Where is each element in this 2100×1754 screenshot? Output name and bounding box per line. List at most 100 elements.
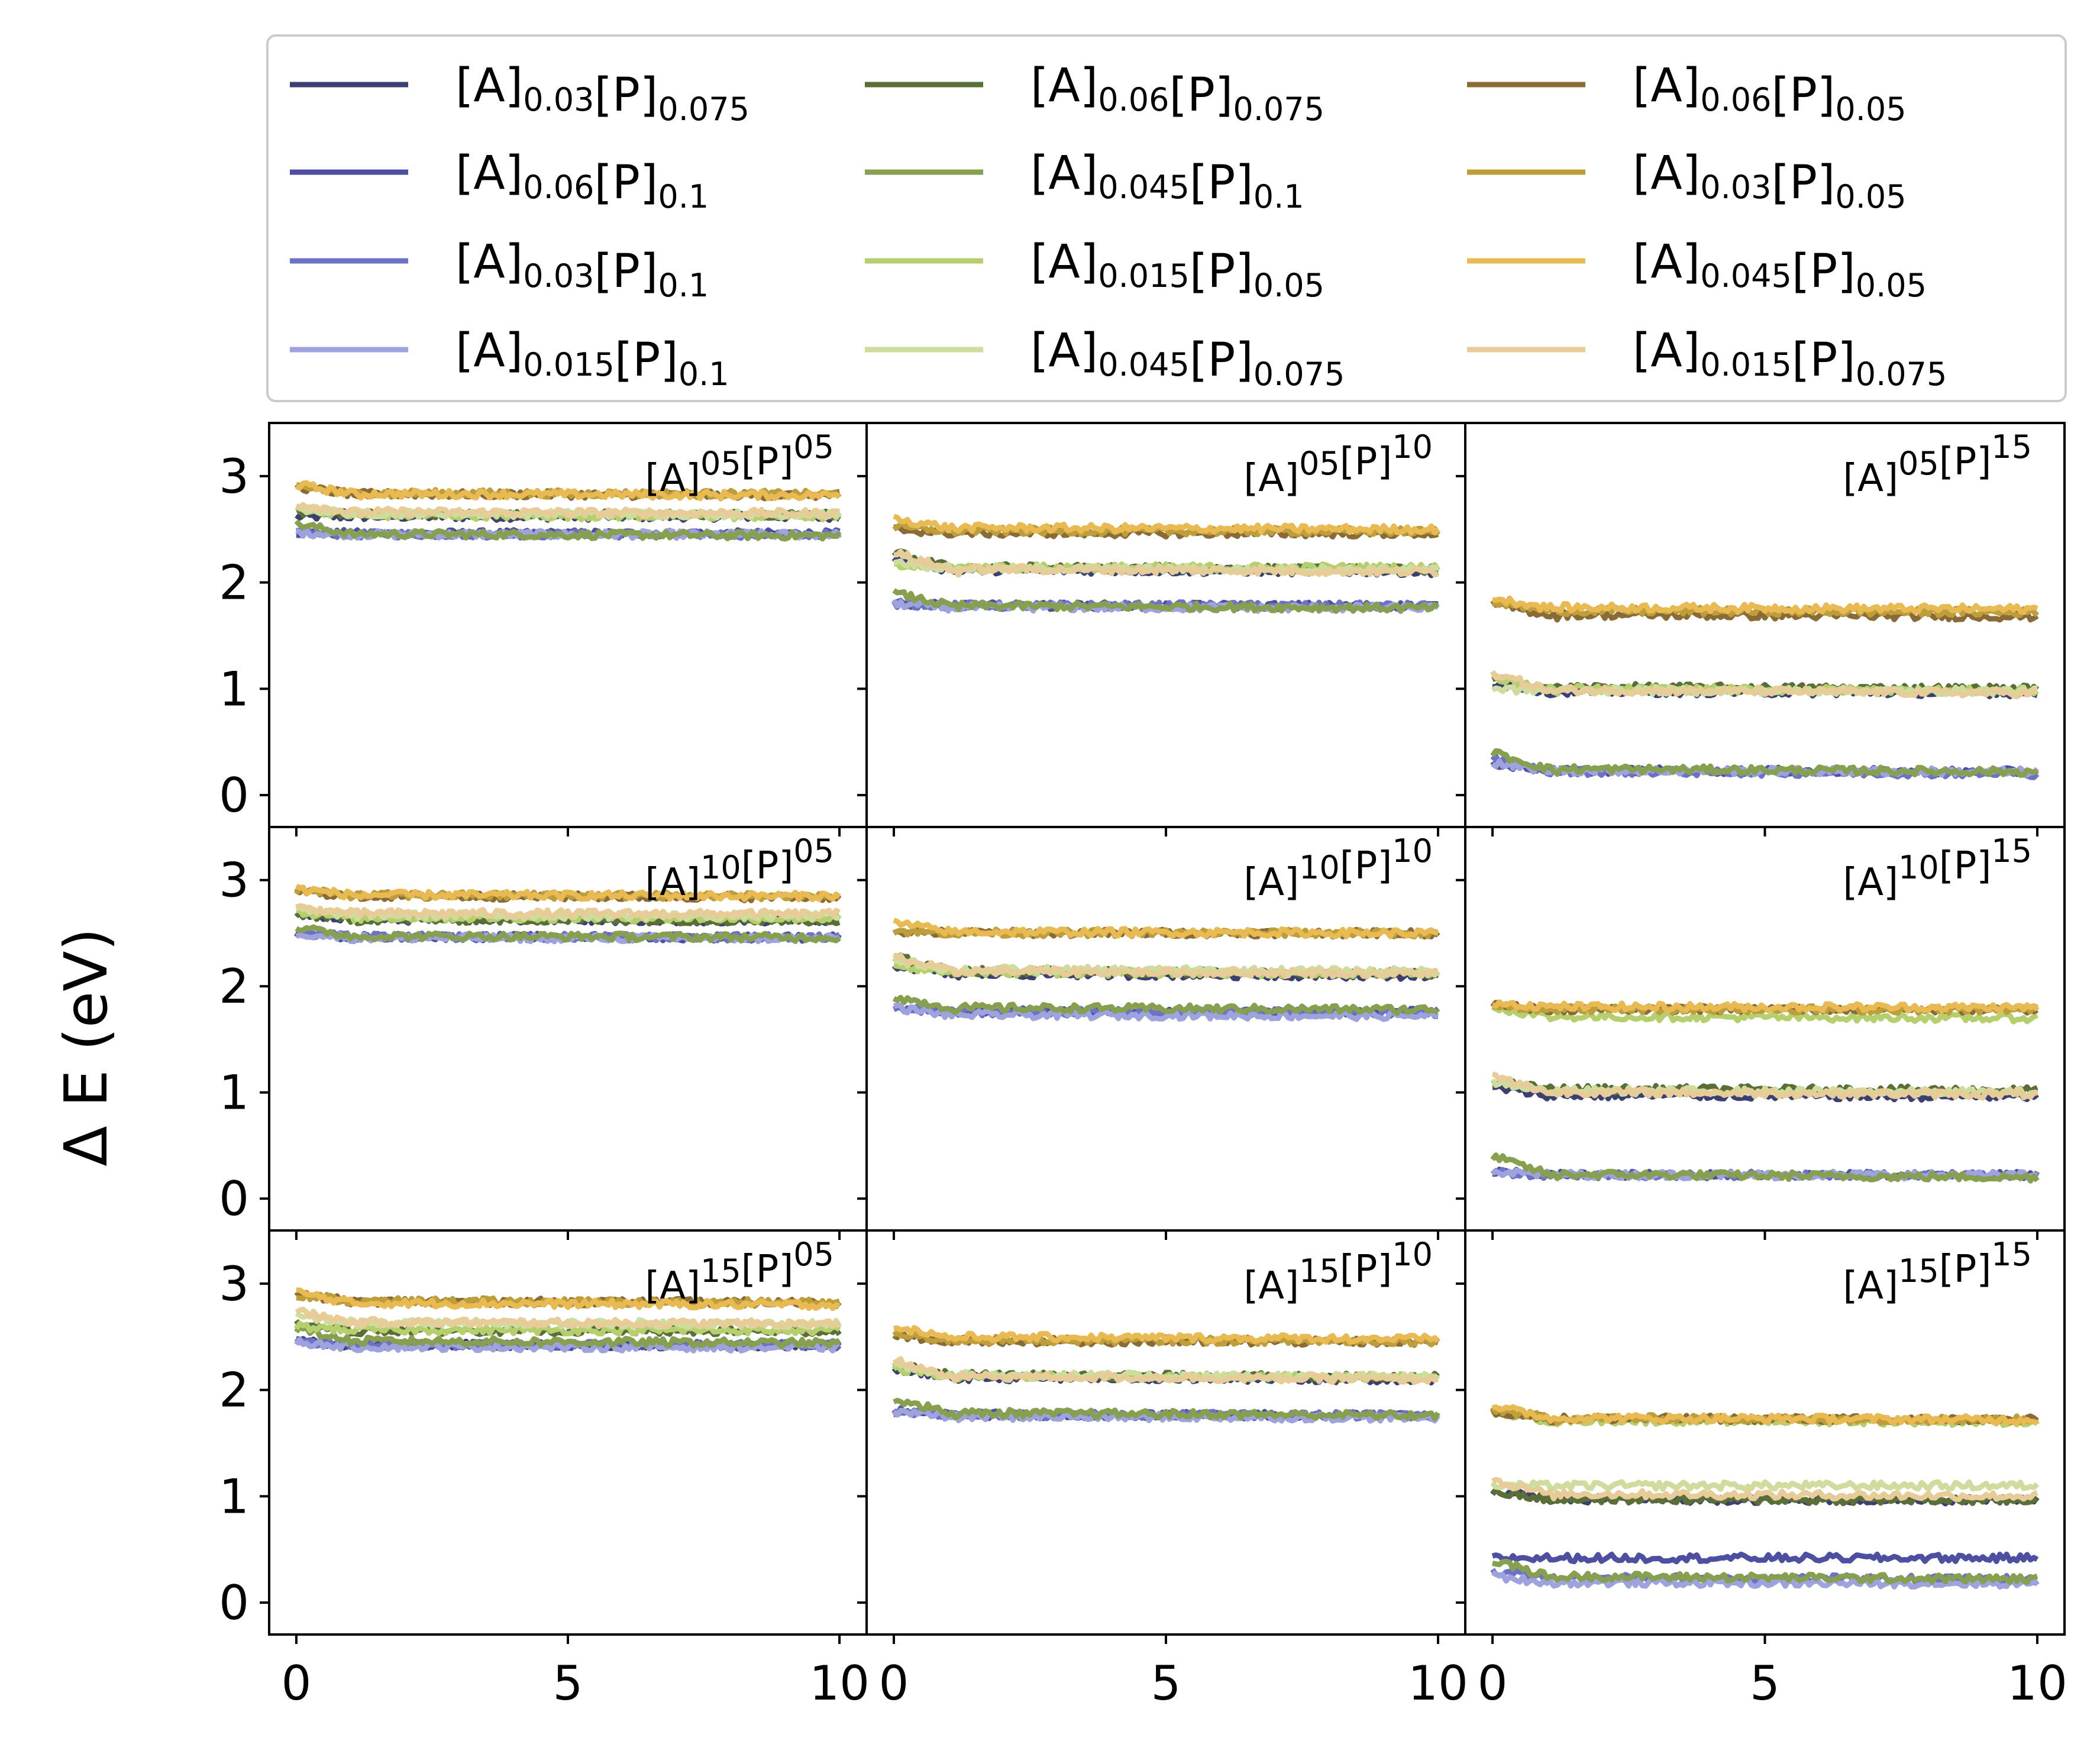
legend-label: [A]0.06[P]0.075: [1030, 59, 1324, 128]
legend-label: [A]0.03[P]0.1: [455, 235, 709, 304]
panel-15-10: 0 5 10 [A]15[P]10: [857, 1229, 1468, 1711]
series-line-s12: [295, 502, 841, 520]
series-line-s11: [893, 918, 1439, 939]
series-line-s7: [294, 1320, 841, 1337]
y-tick-label: 2: [219, 1363, 249, 1418]
series-line-s5: [1490, 1487, 2039, 1507]
series-line-s12: [295, 1306, 841, 1330]
series-line-s12: [892, 952, 1439, 980]
series-line-s6: [294, 1324, 841, 1349]
series-line-s11: [295, 883, 841, 903]
series-line-s11: [296, 1287, 841, 1312]
series-line-s6: [1490, 748, 2039, 778]
panel-grid: 0 1 2 3 [A]05[P]05 [A]05[P]10 [A]05[P]15 0 1 2 3 [A…: [219, 422, 2067, 1711]
series-line-s6: [294, 519, 842, 542]
legend-label: [A]0.045[P]0.1: [1030, 147, 1304, 215]
x-tick-label: 0: [1478, 1656, 1508, 1711]
series-line-s11: [893, 513, 1440, 536]
legend: [A]0.03[P]0.075 [A]0.06[P]0.1 [A]0.03[P]0.…: [266, 34, 2067, 402]
legend-item: [A]0.015[P]0.05: [865, 235, 1324, 304]
panel-label: [A]15[P]10: [1243, 1236, 1433, 1308]
legend-label: [A]0.06[P]0.1: [455, 147, 709, 215]
legend-label: [A]0.045[P]0.05: [1633, 235, 1927, 304]
x-tick-label: 10: [1408, 1656, 1468, 1711]
panel-label: [A]05[P]10: [1243, 428, 1433, 500]
legend-label: [A]0.015[P]0.1: [455, 324, 729, 393]
series-line-s6: [892, 994, 1439, 1016]
legend-item: [A]0.015[P]0.075: [1467, 324, 1947, 393]
panel-label: [A]15[P]15: [1843, 1236, 2032, 1308]
y-tick-label: 1: [219, 1065, 249, 1120]
series-line-s6: [1492, 1558, 2038, 1585]
legend-label: [A]0.03[P]0.05: [1633, 147, 1907, 215]
series-line-s11: [1491, 1404, 2038, 1426]
y-tick-label: 3: [219, 449, 249, 504]
series-line-s4: [294, 1336, 841, 1354]
y-tick-label: 2: [219, 959, 249, 1014]
y-tick-label: 3: [219, 1256, 249, 1312]
series-line-s11: [1491, 999, 2040, 1014]
legend-box: [266, 34, 2067, 402]
series-line-s6: [295, 924, 841, 944]
x-tick-label: 0: [879, 1656, 909, 1711]
series-line-s8: [1490, 1479, 2040, 1492]
panel-10-10: [A]10[P]10: [857, 826, 1466, 1240]
legend-label: [A]0.06[P]0.05: [1633, 59, 1907, 128]
panel-10-15: [A]10[P]15: [1456, 826, 2066, 1240]
series-line-s6: [1490, 1152, 2040, 1184]
series-line-s12: [1491, 1477, 2038, 1502]
panel-label: [A]10[P]15: [1843, 832, 2032, 905]
legend-item: [A]0.03[P]0.1: [290, 235, 709, 304]
legend-label: [A]0.015[P]0.05: [1030, 235, 1324, 304]
y-axis-label: Δ E (eV): [51, 928, 121, 1166]
legend-item: [A]0.045[P]0.075: [865, 324, 1345, 393]
y-tick-label: 3: [219, 853, 249, 908]
legend-item: [A]0.06[P]0.05: [1467, 59, 1907, 128]
series-line-s4: [893, 1002, 1439, 1022]
series-line-s12: [892, 1356, 1439, 1385]
panel-10-05: 0 1 2 3 [A]10[P]05: [219, 826, 868, 1240]
y-tick-label: 0: [219, 1171, 249, 1226]
legend-item: [A]0.015[P]0.1: [290, 324, 729, 393]
panel-label: [A]15[P]05: [645, 1236, 834, 1308]
series-line-s6: [893, 1397, 1440, 1422]
panel-15-05: 0 1 2 3 0 5 10 [A]15[P]05: [219, 1229, 870, 1711]
series-line-s12: [1491, 1071, 2038, 1101]
series-line-s12: [893, 548, 1439, 578]
panel-label: [A]05[P]15: [1843, 428, 2032, 500]
legend-item: [A]0.045[P]0.05: [1467, 235, 1927, 304]
panel-05-10: [A]05[P]10: [857, 422, 1466, 836]
y-tick-label: 2: [219, 555, 249, 610]
legend-item: [A]0.03[P]0.075: [290, 59, 749, 128]
legend-label: [A]0.045[P]0.075: [1030, 324, 1345, 393]
legend-label: [A]0.03[P]0.075: [455, 59, 749, 128]
series-line-s11: [893, 1325, 1440, 1345]
panel-label: [A]10[P]10: [1243, 832, 1433, 905]
x-tick-label: 10: [809, 1656, 870, 1711]
series-line-s7: [1491, 1004, 2038, 1025]
series-line-s11: [1492, 595, 2038, 615]
legend-label: [A]0.015[P]0.075: [1633, 324, 1947, 393]
series-line-s12: [295, 903, 841, 920]
x-tick-label: 10: [2007, 1656, 2067, 1711]
legend-item: [A]0.045[P]0.1: [865, 147, 1304, 215]
legend-item: [A]0.06[P]0.075: [865, 59, 1324, 128]
legend-item: [A]0.06[P]0.1: [290, 147, 709, 215]
x-tick-label: 0: [281, 1656, 311, 1711]
legend-item: [A]0.03[P]0.05: [1467, 147, 1907, 215]
x-tick-label: 5: [553, 1656, 583, 1711]
x-tick-label: 5: [1151, 1656, 1181, 1711]
panel-05-15: [A]05[P]15: [1456, 422, 2066, 836]
y-tick-label: 0: [219, 768, 249, 823]
y-tick-label: 1: [219, 1469, 249, 1524]
series-line-s12: [1490, 670, 2038, 699]
y-tick-label: 1: [219, 661, 249, 716]
y-tick-label: 0: [219, 1575, 249, 1630]
x-tick-label: 5: [1750, 1656, 1780, 1711]
panel-label: [A]10[P]05: [645, 832, 834, 905]
series-line-s2: [1491, 1551, 2039, 1565]
panel-15-15: 0 5 10 [A]15[P]15: [1456, 1229, 2067, 1711]
panel-05-05: 0 1 2 3 [A]05[P]05: [219, 422, 868, 836]
series-line-s11: [295, 480, 841, 502]
